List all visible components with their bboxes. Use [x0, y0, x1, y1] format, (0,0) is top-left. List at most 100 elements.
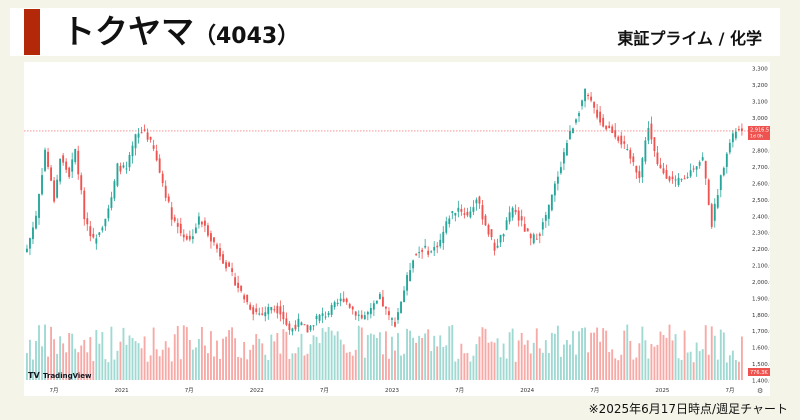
volume-bar	[119, 341, 122, 380]
volume-bar	[258, 338, 261, 380]
volume-bar	[225, 336, 227, 380]
y-tick-label: 1,900.0	[752, 296, 770, 302]
candle	[478, 196, 481, 204]
candle	[472, 207, 475, 212]
volume-bar	[605, 330, 608, 380]
candle	[611, 126, 614, 134]
candle	[719, 175, 722, 191]
volume-bar	[249, 349, 252, 380]
y-tick-label: 2,700.0	[752, 165, 770, 171]
candle	[38, 193, 40, 218]
volume-bar	[490, 341, 493, 380]
volume-bar	[569, 344, 571, 380]
candle	[29, 238, 31, 249]
candle	[541, 222, 544, 230]
volume-bar	[695, 342, 698, 380]
volume-bar	[481, 327, 484, 380]
volume-bar	[98, 343, 101, 380]
volume-bar	[170, 361, 173, 380]
volume-bar	[734, 360, 737, 380]
volume-bar	[203, 345, 206, 380]
candle	[95, 238, 98, 244]
volume-bar	[59, 336, 62, 380]
volume-bar	[575, 354, 577, 380]
candle	[176, 223, 179, 227]
volume-bar	[665, 337, 668, 380]
candle	[677, 177, 680, 185]
volume-bar	[47, 356, 49, 380]
y-tick-label: 1,500.0	[752, 362, 770, 368]
candle	[98, 232, 101, 235]
volume-bar	[680, 359, 683, 380]
y-tick-label: 2,500.0	[752, 198, 770, 204]
stock-code: （4043）	[194, 24, 300, 49]
x-tick-label: 2025	[655, 388, 669, 394]
volume-bar	[517, 340, 520, 380]
volume-bar	[327, 326, 330, 380]
candle	[659, 164, 662, 169]
candle	[668, 176, 671, 181]
volume-bar	[44, 324, 46, 380]
volume-bar	[264, 354, 267, 380]
candle	[207, 225, 209, 236]
candle	[203, 220, 206, 226]
candle	[740, 128, 743, 131]
volume-bar	[294, 353, 297, 380]
volume-bar	[502, 343, 505, 380]
volume-bar	[330, 330, 333, 380]
candle	[47, 151, 49, 167]
y-tick-label: 2,000.0	[752, 280, 770, 286]
volume-bar	[668, 324, 671, 380]
volume-bar	[113, 359, 116, 380]
volume-bar	[611, 349, 614, 380]
volume-bar	[50, 326, 53, 380]
candle	[593, 102, 596, 108]
volume-bar	[234, 338, 237, 380]
volume-bar	[134, 341, 137, 380]
candle	[288, 323, 291, 331]
volume-bar	[246, 359, 249, 380]
volume-bar	[740, 336, 743, 380]
volume-bar	[324, 331, 327, 380]
volume-bar	[369, 333, 372, 380]
y-tick-label: 1,600.0	[752, 346, 770, 352]
candle	[351, 306, 354, 310]
candle	[617, 136, 620, 141]
candle	[632, 156, 635, 163]
volume-bar	[514, 361, 517, 380]
candle	[415, 254, 418, 256]
volume-bar	[662, 334, 665, 380]
candle	[119, 165, 122, 172]
volume-bar	[333, 335, 336, 380]
volume-bar	[683, 330, 686, 380]
volume-bar	[647, 358, 650, 380]
candle	[544, 215, 547, 221]
volume-bar	[406, 328, 408, 380]
candle	[686, 176, 689, 178]
volume-bar	[671, 340, 674, 380]
volume-bar	[185, 327, 188, 380]
candle	[315, 316, 318, 320]
volume-bar	[357, 325, 360, 380]
chart-svg: 1,400.0 1,500.0 1,600.0 1,700.0 1,800.0 1,900…	[24, 67, 770, 395]
candle	[409, 270, 412, 282]
candle	[167, 196, 170, 202]
candle	[397, 312, 399, 320]
volume-bar	[614, 358, 617, 380]
candle	[620, 135, 623, 145]
footnote: ※2025年6月17日時点/週足チャート	[588, 402, 788, 416]
volume-bar	[107, 362, 110, 380]
candle	[264, 312, 267, 317]
candle	[641, 158, 644, 178]
candle	[559, 167, 562, 174]
volume-bar	[581, 328, 583, 380]
volume-bar	[95, 330, 98, 380]
volume-bar	[140, 348, 143, 380]
volume-bar	[641, 326, 644, 380]
candle	[276, 305, 279, 314]
candle	[336, 302, 339, 305]
candle	[137, 133, 140, 138]
volume-bar	[644, 340, 647, 380]
volume-bar	[629, 340, 632, 380]
candle	[529, 234, 532, 239]
